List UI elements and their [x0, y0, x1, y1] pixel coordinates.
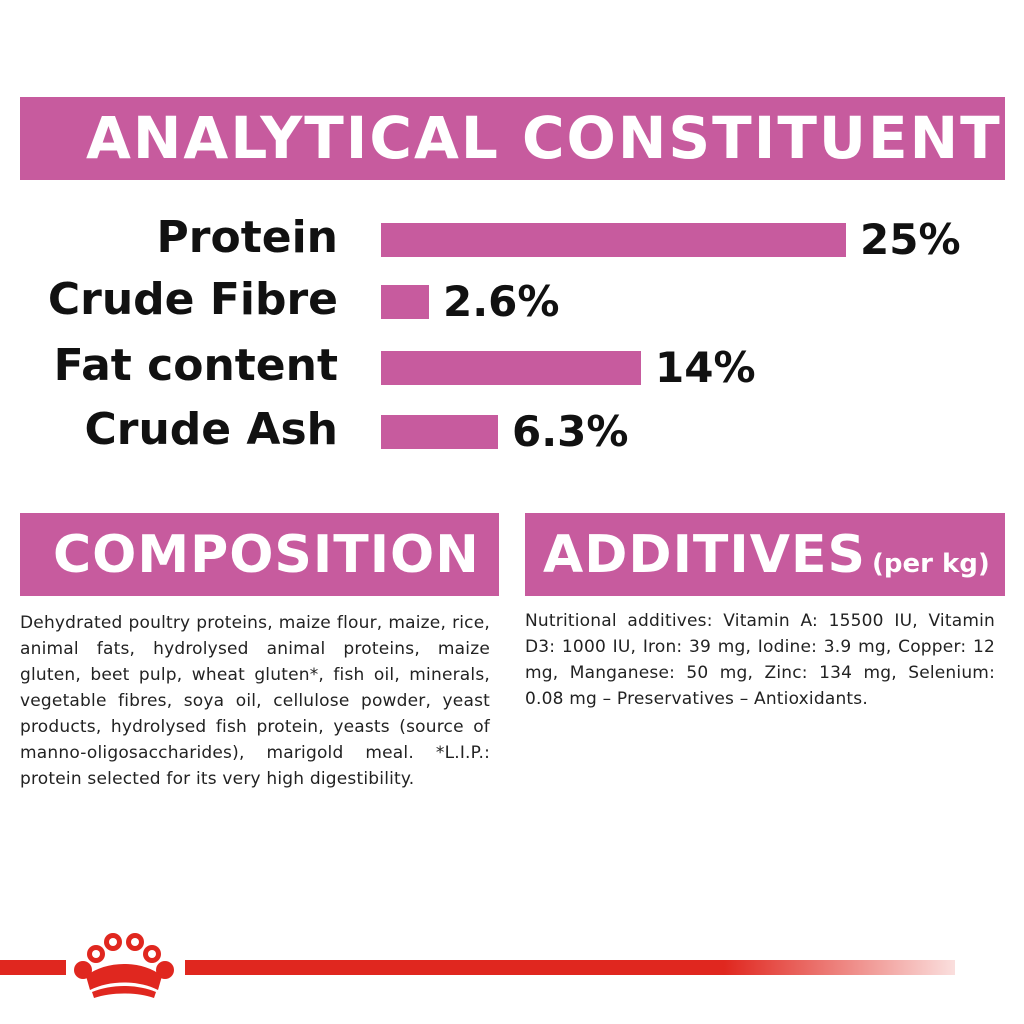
analytical-constituents-title: ANALYTICAL CONSTITUENTS: [86, 104, 1005, 172]
composition-title: COMPOSITION: [53, 525, 480, 585]
constituent-value: 25%: [860, 215, 961, 264]
constituent-value: 2.6%: [443, 277, 560, 326]
composition-text: Dehydrated poultry proteins, maize flour…: [20, 613, 490, 789]
constituent-value: 6.3%: [512, 407, 629, 456]
additives-text: Nutritional additives: Vitamin A: 15500 …: [525, 611, 995, 709]
constituent-bar: [381, 285, 429, 319]
constituent-value: 14%: [655, 343, 756, 392]
constituent-bar: [381, 351, 641, 385]
constituent-label: Fat content: [53, 340, 338, 391]
constituent-label: Protein: [156, 212, 338, 263]
additives-banner: ADDITIVES (per kg): [525, 513, 1005, 596]
additives-title: ADDITIVES (per kg): [543, 522, 990, 596]
crown-icon: [74, 933, 174, 998]
analytical-constituents-banner: ANALYTICAL CONSTITUENTS: [20, 97, 1005, 180]
constituent-label: Crude Fibre: [47, 274, 338, 325]
constituent-bar: [381, 415, 498, 449]
constituent-label: Crude Ash: [84, 404, 338, 455]
composition-banner: COMPOSITION: [20, 513, 499, 596]
additives-title-main: ADDITIVES: [543, 525, 866, 585]
footer-line-right: [185, 960, 955, 975]
footer-line-left: [0, 960, 66, 975]
additives-subtitle: (per kg): [871, 549, 990, 579]
constituent-bar: [381, 223, 846, 257]
